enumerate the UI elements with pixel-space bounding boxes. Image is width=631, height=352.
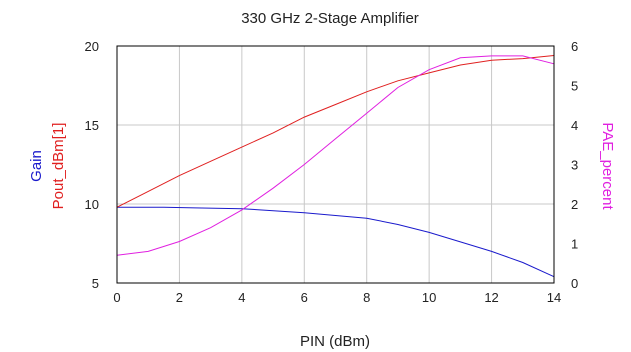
x-tick-label: 4 bbox=[238, 290, 245, 305]
x-tick-label: 2 bbox=[176, 290, 183, 305]
x-tick-label: 8 bbox=[363, 290, 370, 305]
y-left-tick-label: 5 bbox=[92, 276, 99, 291]
x-tick-label: 6 bbox=[301, 290, 308, 305]
y-right-tick-label: 6 bbox=[571, 39, 578, 54]
series-layer bbox=[116, 55, 555, 278]
y-right-tick-label: 5 bbox=[571, 79, 578, 94]
y-axis-label-pout: Pout_dBm[1] bbox=[50, 123, 67, 210]
series-line-pae-percent bbox=[116, 55, 555, 256]
grid bbox=[116, 45, 555, 284]
y-right-tick-label: 4 bbox=[571, 118, 578, 133]
y-axis-label-gain: Gain bbox=[28, 150, 45, 182]
series-line-gain bbox=[117, 206, 555, 278]
y-right-tick-label: 2 bbox=[571, 197, 578, 212]
y-left-tick-label: 15 bbox=[85, 118, 99, 133]
y-left-tick-label: 10 bbox=[85, 197, 99, 212]
x-axis-label: PIN (dBm) bbox=[300, 333, 370, 350]
x-tick-label: 12 bbox=[484, 290, 498, 305]
plot-frame bbox=[116, 45, 555, 284]
y-right-tick-label: 1 bbox=[571, 237, 578, 252]
y-right-tick-label: 0 bbox=[571, 276, 578, 291]
chart-title: 330 GHz 2-Stage Amplifier bbox=[241, 10, 419, 27]
y-right-tick-label: 3 bbox=[571, 158, 578, 173]
x-tick-label: 10 bbox=[422, 290, 436, 305]
series-line-pout-dbm-1 bbox=[116, 55, 555, 208]
y-axis-label-pae: PAE_percent bbox=[599, 122, 616, 210]
y-left-tick-label: 20 bbox=[85, 39, 99, 54]
x-tick-label: 14 bbox=[547, 290, 561, 305]
x-tick-label: 0 bbox=[113, 290, 120, 305]
